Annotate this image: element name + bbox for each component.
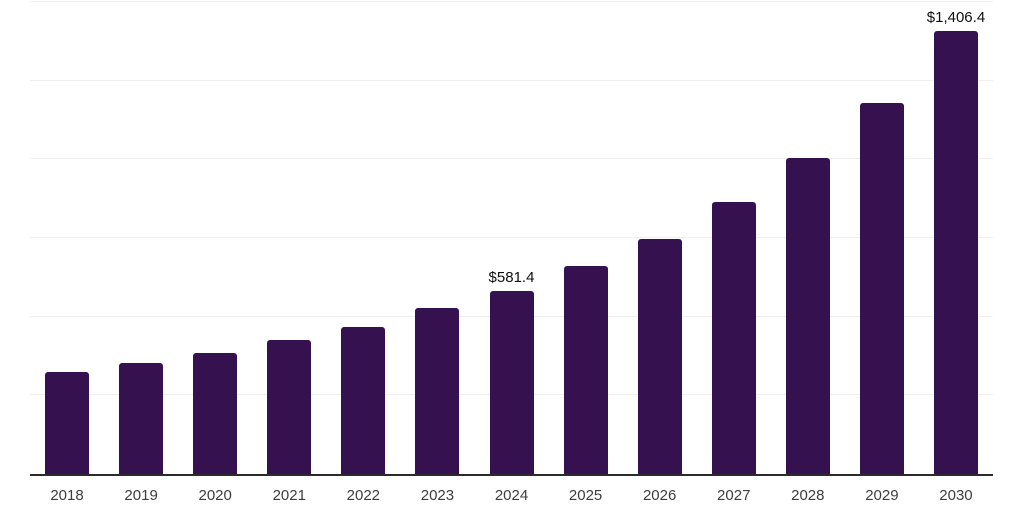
x-axis-tick-label: 2023 bbox=[420, 486, 455, 504]
bar-value-label: $1,406.4 bbox=[926, 9, 986, 27]
gridline bbox=[30, 79, 993, 81]
gridline bbox=[30, 1, 993, 2]
bar-cell bbox=[623, 2, 697, 474]
bars-row: $581.4 $1,406.4 bbox=[30, 2, 993, 474]
x-axis-tick-label: 2022 bbox=[346, 486, 381, 504]
bar bbox=[711, 201, 756, 474]
x-axis-tick-label: 2024 bbox=[494, 486, 529, 504]
bar bbox=[637, 238, 682, 474]
bar bbox=[563, 266, 608, 474]
bar bbox=[933, 31, 978, 474]
bar-cell bbox=[30, 2, 104, 474]
bar-cell bbox=[549, 2, 623, 474]
bar bbox=[267, 340, 312, 474]
bar-cell bbox=[771, 2, 845, 474]
x-axis-tick-label: 2030 bbox=[939, 486, 973, 504]
bar-cell bbox=[400, 2, 474, 474]
gridline bbox=[30, 237, 993, 238]
x-axis-tick-label: 2026 bbox=[642, 486, 677, 504]
bar bbox=[45, 371, 90, 474]
x-axis-tick-label: 2029 bbox=[865, 486, 899, 504]
bar-cell bbox=[326, 2, 400, 474]
bar bbox=[193, 353, 238, 474]
gridline bbox=[30, 158, 993, 160]
x-axis-tick-label: 2021 bbox=[272, 486, 306, 504]
bar-cell: $1,406.4 bbox=[919, 2, 993, 474]
bar bbox=[489, 291, 534, 474]
x-axis-tick-label: 2019 bbox=[124, 486, 158, 504]
x-axis: 2018 2019 2020 2021 2022 2023 2024 2025 … bbox=[30, 478, 993, 512]
bar bbox=[341, 327, 386, 474]
bar-cell bbox=[104, 2, 178, 474]
x-axis-tick-label: 2028 bbox=[791, 486, 825, 504]
bar bbox=[119, 363, 164, 474]
bar-cell: $581.4 bbox=[474, 2, 548, 474]
bar-cell bbox=[697, 2, 771, 474]
bar bbox=[859, 103, 904, 474]
bar bbox=[415, 308, 460, 474]
bar-value-label: $581.4 bbox=[488, 269, 535, 287]
bar-cell bbox=[178, 2, 252, 474]
x-axis-tick-label: 2027 bbox=[717, 486, 751, 504]
x-axis-tick-label: 2020 bbox=[198, 486, 232, 504]
bar-cell bbox=[252, 2, 326, 474]
plot-area: $581.4 $1,406.4 bbox=[30, 1, 993, 476]
bar-cell bbox=[845, 2, 919, 474]
x-axis-tick-label: 2025 bbox=[568, 486, 603, 504]
x-axis-tick-label: 2018 bbox=[50, 486, 84, 504]
bar bbox=[785, 158, 830, 474]
